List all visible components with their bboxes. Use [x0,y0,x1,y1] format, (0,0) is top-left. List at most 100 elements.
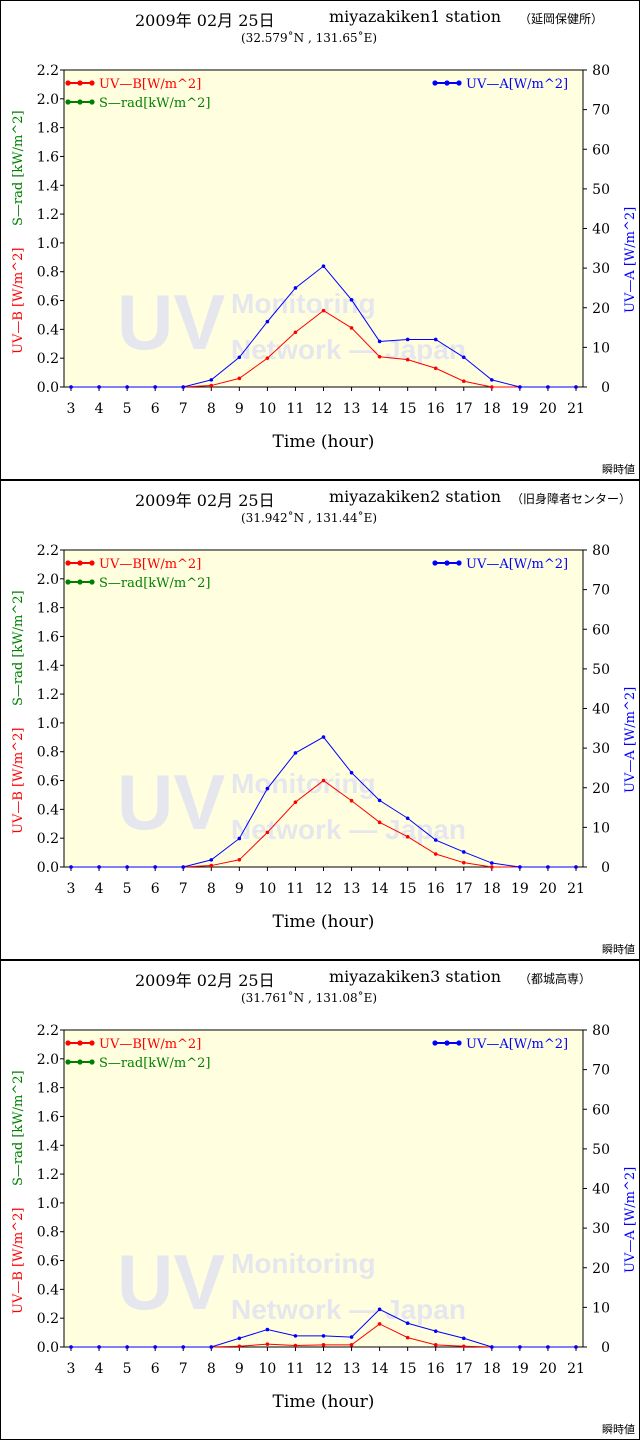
uva-data-point [433,838,438,842]
uva-data-point [237,355,242,360]
y-left-axis-label-srad: S—rad [kW/m^2] [11,590,26,706]
x-tick-label: 7 [179,881,188,897]
uva-data-point [574,865,578,869]
uva-data-point [293,1334,298,1338]
uva-data-point [237,836,242,841]
uva-data-point [377,798,382,803]
legend-uva-label: UV—A[W/m^2] [466,557,568,572]
uvb-data-point [405,1335,410,1340]
uvb-data-point [490,865,494,869]
uvb-data-point [265,356,270,360]
chart-date: 2009年 02月 25日 [135,491,275,510]
uva-data-point [405,1321,410,1326]
y-left-tick-label: 0.6 [37,294,59,310]
uvb-data-point [293,330,298,335]
x-tick-label: 13 [343,1361,361,1377]
y-right-tick-label: 50 [592,662,610,678]
watermark: Monitoring [231,1248,376,1279]
uva-data-point [461,1336,466,1341]
x-axis-label: Time (hour) [273,912,375,932]
y-right-tick-label: 20 [592,1261,610,1277]
uva-data-point [518,865,522,869]
legend-uvb-label: UV—B[W/m^2] [99,1037,201,1052]
y-left-tick-label: 1.8 [37,601,59,617]
x-tick-label: 19 [511,1361,529,1377]
x-tick-label: 20 [539,881,557,897]
x-tick-label: 16 [427,401,445,417]
station-site: （都城高専） [519,972,592,986]
watermark: Monitoring [231,288,376,319]
station-coords: (31.761˚N , 131.08˚E) [241,991,378,1005]
uva-data-point [518,385,522,389]
y-right-tick-label: 50 [592,182,610,198]
legend-uvb-marker [89,80,95,86]
uva-data-point [265,319,270,324]
legend-uvb-marker [77,1040,83,1046]
y-right-tick-label: 60 [592,622,610,638]
uvb-data-point [461,860,466,865]
y-left-tick-label: 0.0 [37,1340,59,1356]
chart-3: UV Monitoring Network — Japan 0.0 0.2 0.4 0.6 0… [11,1023,638,1412]
x-tick-label: 8 [207,881,216,897]
uvb-data-point [293,1343,298,1348]
uvb-data-point [321,778,326,783]
x-tick-label: 21 [567,401,585,417]
uva-data-point [546,1345,550,1349]
x-tick-label: 13 [343,881,361,897]
legend-srad-marker [77,579,83,585]
station-coords: (32.579˚N , 131.65˚E) [241,31,378,45]
legend-srad-marker [89,1059,95,1065]
legend-uvb-marker [65,80,71,86]
legend-srad-marker [89,99,95,105]
y-left-tick-label: 0.8 [37,1225,59,1241]
uva-data-point [321,735,326,739]
uva-data-point [153,1345,157,1349]
legend-uvb-label: UV—B[W/m^2] [99,77,201,92]
y-left-tick-label: 0.2 [37,351,59,367]
y-left-tick-label: 0.6 [37,774,59,790]
x-tick-label: 4 [95,401,104,417]
x-tick-label: 9 [235,881,244,897]
legend-uva-marker [456,1040,462,1046]
x-tick-label: 16 [427,881,445,897]
x-axis-label: Time (hour) [273,432,375,452]
x-tick-label: 5 [123,401,132,417]
uvb-data-point [377,820,382,825]
x-tick-label: 7 [179,1361,188,1377]
uva-data-point [433,337,438,342]
uvb-data-point [405,834,410,839]
uva-data-point [574,385,578,389]
y-right-tick-label: 20 [592,301,610,317]
legend-uva-label: UV—A[W/m^2] [466,1037,568,1052]
uvb-data-point [377,354,382,359]
instant-value-label: 瞬時値 [602,463,635,476]
uvb-data-point [349,798,354,803]
uvb-data-point [237,376,242,381]
y-left-tick-label: 1.8 [37,1081,59,1097]
x-tick-label: 11 [287,1361,305,1377]
x-tick-label: 5 [123,1361,132,1377]
watermark: Monitoring [231,768,376,799]
x-tick-label: 20 [539,401,557,417]
legend-uvb-label: UV—B[W/m^2] [99,557,201,572]
legend-uva-marker [432,560,438,566]
y-right-tick-label: 0 [601,1340,610,1356]
station-name: miyazakiken2 station [329,487,502,506]
y-right-tick-label: 70 [592,1063,610,1079]
uva-data-point [377,339,382,344]
y-right-tick-label: 40 [592,702,610,718]
uva-data-point [69,1345,73,1349]
uva-data-point [153,865,157,869]
uva-data-point [181,865,186,869]
x-tick-label: 8 [207,1361,216,1377]
y-left-tick-label: 1.6 [37,1109,59,1125]
legend-srad-marker [65,99,71,105]
uva-data-point [546,385,550,389]
y-left-tick-label: 1.0 [37,1196,59,1212]
y-right-tick-label: 80 [592,63,610,79]
uvb-data-point [433,366,438,371]
chart-1: UV Monitoring Network — Japan 0.0 0.2 0.4 0.6 0… [11,63,638,452]
uva-data-point [69,385,73,389]
watermark: Network — Japan [231,814,466,845]
x-tick-label: 10 [258,881,276,897]
